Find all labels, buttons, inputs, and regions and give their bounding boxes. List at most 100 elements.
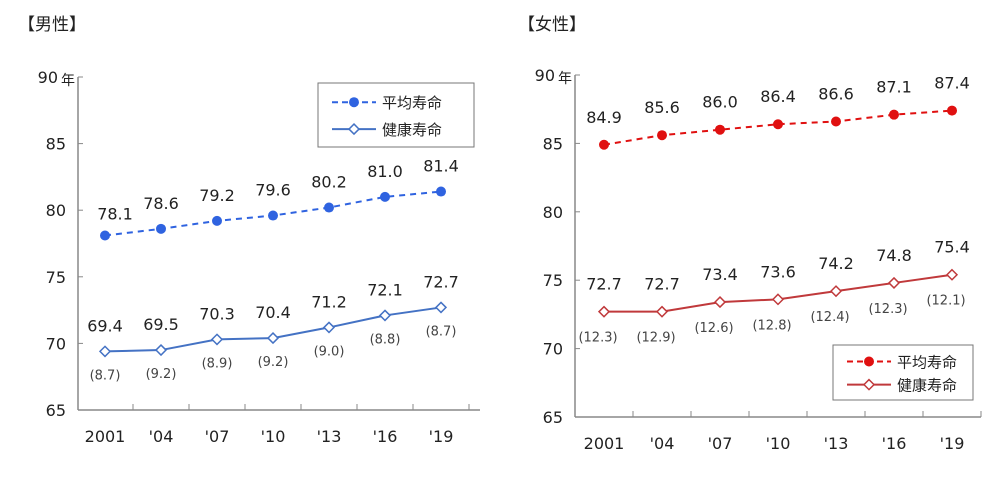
legend-marker (864, 356, 874, 367)
data-label: 70.3 (199, 304, 235, 323)
gap-label: (12.6) (694, 321, 733, 336)
data-label: 72.7 (423, 272, 459, 291)
data-label: 79.6 (255, 181, 291, 200)
data-label: 75.4 (934, 238, 970, 257)
data-point (324, 202, 334, 213)
data-label: 74.2 (818, 254, 854, 273)
gap-label: (12.3) (868, 302, 907, 317)
y-tick-label: 75 (543, 271, 563, 290)
x-tick-label: 2001 (584, 434, 625, 453)
gap-label: (9.0) (314, 344, 345, 359)
data-point (380, 191, 390, 202)
data-label: 84.9 (586, 108, 622, 127)
data-label: 78.1 (97, 205, 133, 224)
male-chart: 【男性】 65 70 75 80 85 90 年 2001 '04 '07 '10 '13 '16 '19 7… (18, 15, 480, 446)
gap-label: (8.8) (370, 332, 401, 347)
gap-label: (8.7) (426, 324, 457, 339)
data-point (655, 305, 669, 318)
data-point (715, 124, 725, 135)
data-label: 72.7 (586, 275, 622, 294)
data-point (212, 215, 222, 226)
data-point (266, 332, 280, 345)
y-unit-label: 年 (558, 71, 572, 87)
data-label: 69.5 (143, 315, 179, 334)
y-tick-label: 65 (543, 408, 563, 427)
legend-label: 健康寿命 (897, 377, 957, 395)
female-chart: 【女性】 65 70 75 80 85 90 年 2001 '04 '07 '10 '13 '16 '19 8… (518, 15, 982, 453)
chart-title: 【女性】 (518, 15, 586, 35)
gap-label: (12.3) (578, 331, 617, 346)
data-label: 70.4 (255, 303, 291, 322)
x-tick-label: '19 (429, 427, 454, 446)
x-tick-label: '04 (650, 434, 675, 453)
data-point (831, 116, 841, 127)
data-point (945, 268, 959, 281)
data-point (210, 333, 224, 346)
data-label: 81.0 (367, 162, 403, 181)
data-point (268, 210, 278, 221)
x-tick-label: '16 (373, 427, 398, 446)
data-label: 85.6 (644, 98, 680, 117)
x-tick-label: 2001 (85, 427, 126, 446)
data-point (773, 119, 783, 130)
data-point (98, 345, 112, 358)
data-point (713, 296, 727, 309)
data-point (657, 130, 667, 141)
legend-label: 平均寿命 (382, 94, 442, 112)
y-tick-label: 80 (543, 203, 563, 222)
data-label: 86.6 (818, 85, 854, 104)
y-tick-label: 70 (46, 334, 66, 353)
x-tick-label: '10 (261, 427, 286, 446)
data-label: 78.6 (143, 194, 179, 213)
data-point (434, 301, 448, 314)
x-tick-label: '07 (205, 427, 230, 446)
data-label: 72.1 (367, 280, 403, 299)
data-label: 80.2 (311, 173, 347, 192)
data-point (597, 305, 611, 318)
data-point (771, 293, 785, 306)
chart-title: 【男性】 (18, 15, 86, 35)
y-tick-label: 70 (543, 340, 563, 359)
legend-marker (862, 378, 876, 391)
legend-marker (347, 123, 361, 136)
data-point (947, 105, 957, 116)
y-unit-label: 年 (61, 73, 75, 89)
x-tick-label: '13 (824, 434, 849, 453)
x-tick-label: '10 (766, 434, 791, 453)
gap-label: (8.7) (90, 368, 121, 383)
x-tick-label: '04 (149, 427, 174, 446)
gap-label: (12.8) (752, 318, 791, 333)
gap-label: (12.1) (926, 294, 965, 309)
data-label: 81.4 (423, 157, 459, 176)
y-tick-label: 85 (543, 134, 563, 153)
data-point (889, 109, 899, 120)
data-label: 74.8 (876, 246, 912, 265)
data-point (322, 321, 336, 334)
gap-label: (9.2) (258, 355, 289, 370)
data-label: 87.1 (876, 78, 912, 97)
data-point (829, 285, 843, 298)
y-tick-label: 65 (46, 401, 66, 420)
y-tick-label: 75 (46, 268, 66, 287)
gap-label: (12.9) (636, 331, 675, 346)
y-tick-label: 80 (46, 201, 66, 220)
legend-marker (349, 97, 359, 108)
y-tick-label: 85 (46, 135, 66, 154)
data-point (436, 186, 446, 197)
data-point (887, 276, 901, 289)
data-point (100, 230, 110, 241)
data-point (156, 223, 166, 234)
data-point (154, 343, 168, 357)
y-tick-label: 90 (38, 68, 58, 87)
data-label: 86.0 (702, 93, 738, 112)
gap-label: (12.4) (810, 310, 849, 325)
x-tick-label: '19 (940, 434, 965, 453)
data-label: 72.7 (644, 275, 680, 294)
legend-label: 平均寿命 (897, 354, 957, 372)
x-tick-label: '16 (882, 434, 907, 453)
data-label: 86.4 (760, 87, 796, 106)
data-label: 69.4 (87, 316, 123, 335)
